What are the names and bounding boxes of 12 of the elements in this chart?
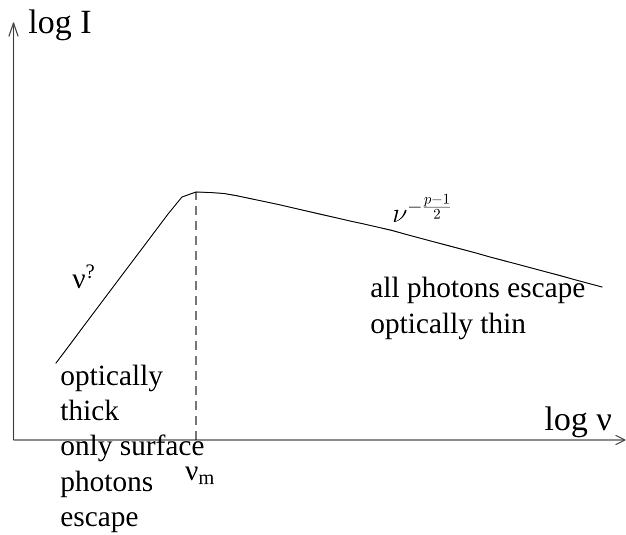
annotation: thick xyxy=(60,400,119,420)
annotation: optically thin xyxy=(371,312,526,340)
annotation: only surface xyxy=(61,434,204,462)
annotation: optically xyxy=(61,364,163,392)
text: photons xyxy=(60,470,152,498)
annotation: ν$^{?}$ xyxy=(72,264,94,288)
text: escape xyxy=(61,512,138,532)
y-axis-title: log I xyxy=(28,9,90,40)
annotation: all photons escape xyxy=(371,276,584,304)
x-axis-title: log ν xyxy=(545,406,611,438)
annotation: $\nu^{-\frac{p-1}{2}}$ xyxy=(394,194,450,222)
text: ν$_{m}$ xyxy=(185,466,214,484)
